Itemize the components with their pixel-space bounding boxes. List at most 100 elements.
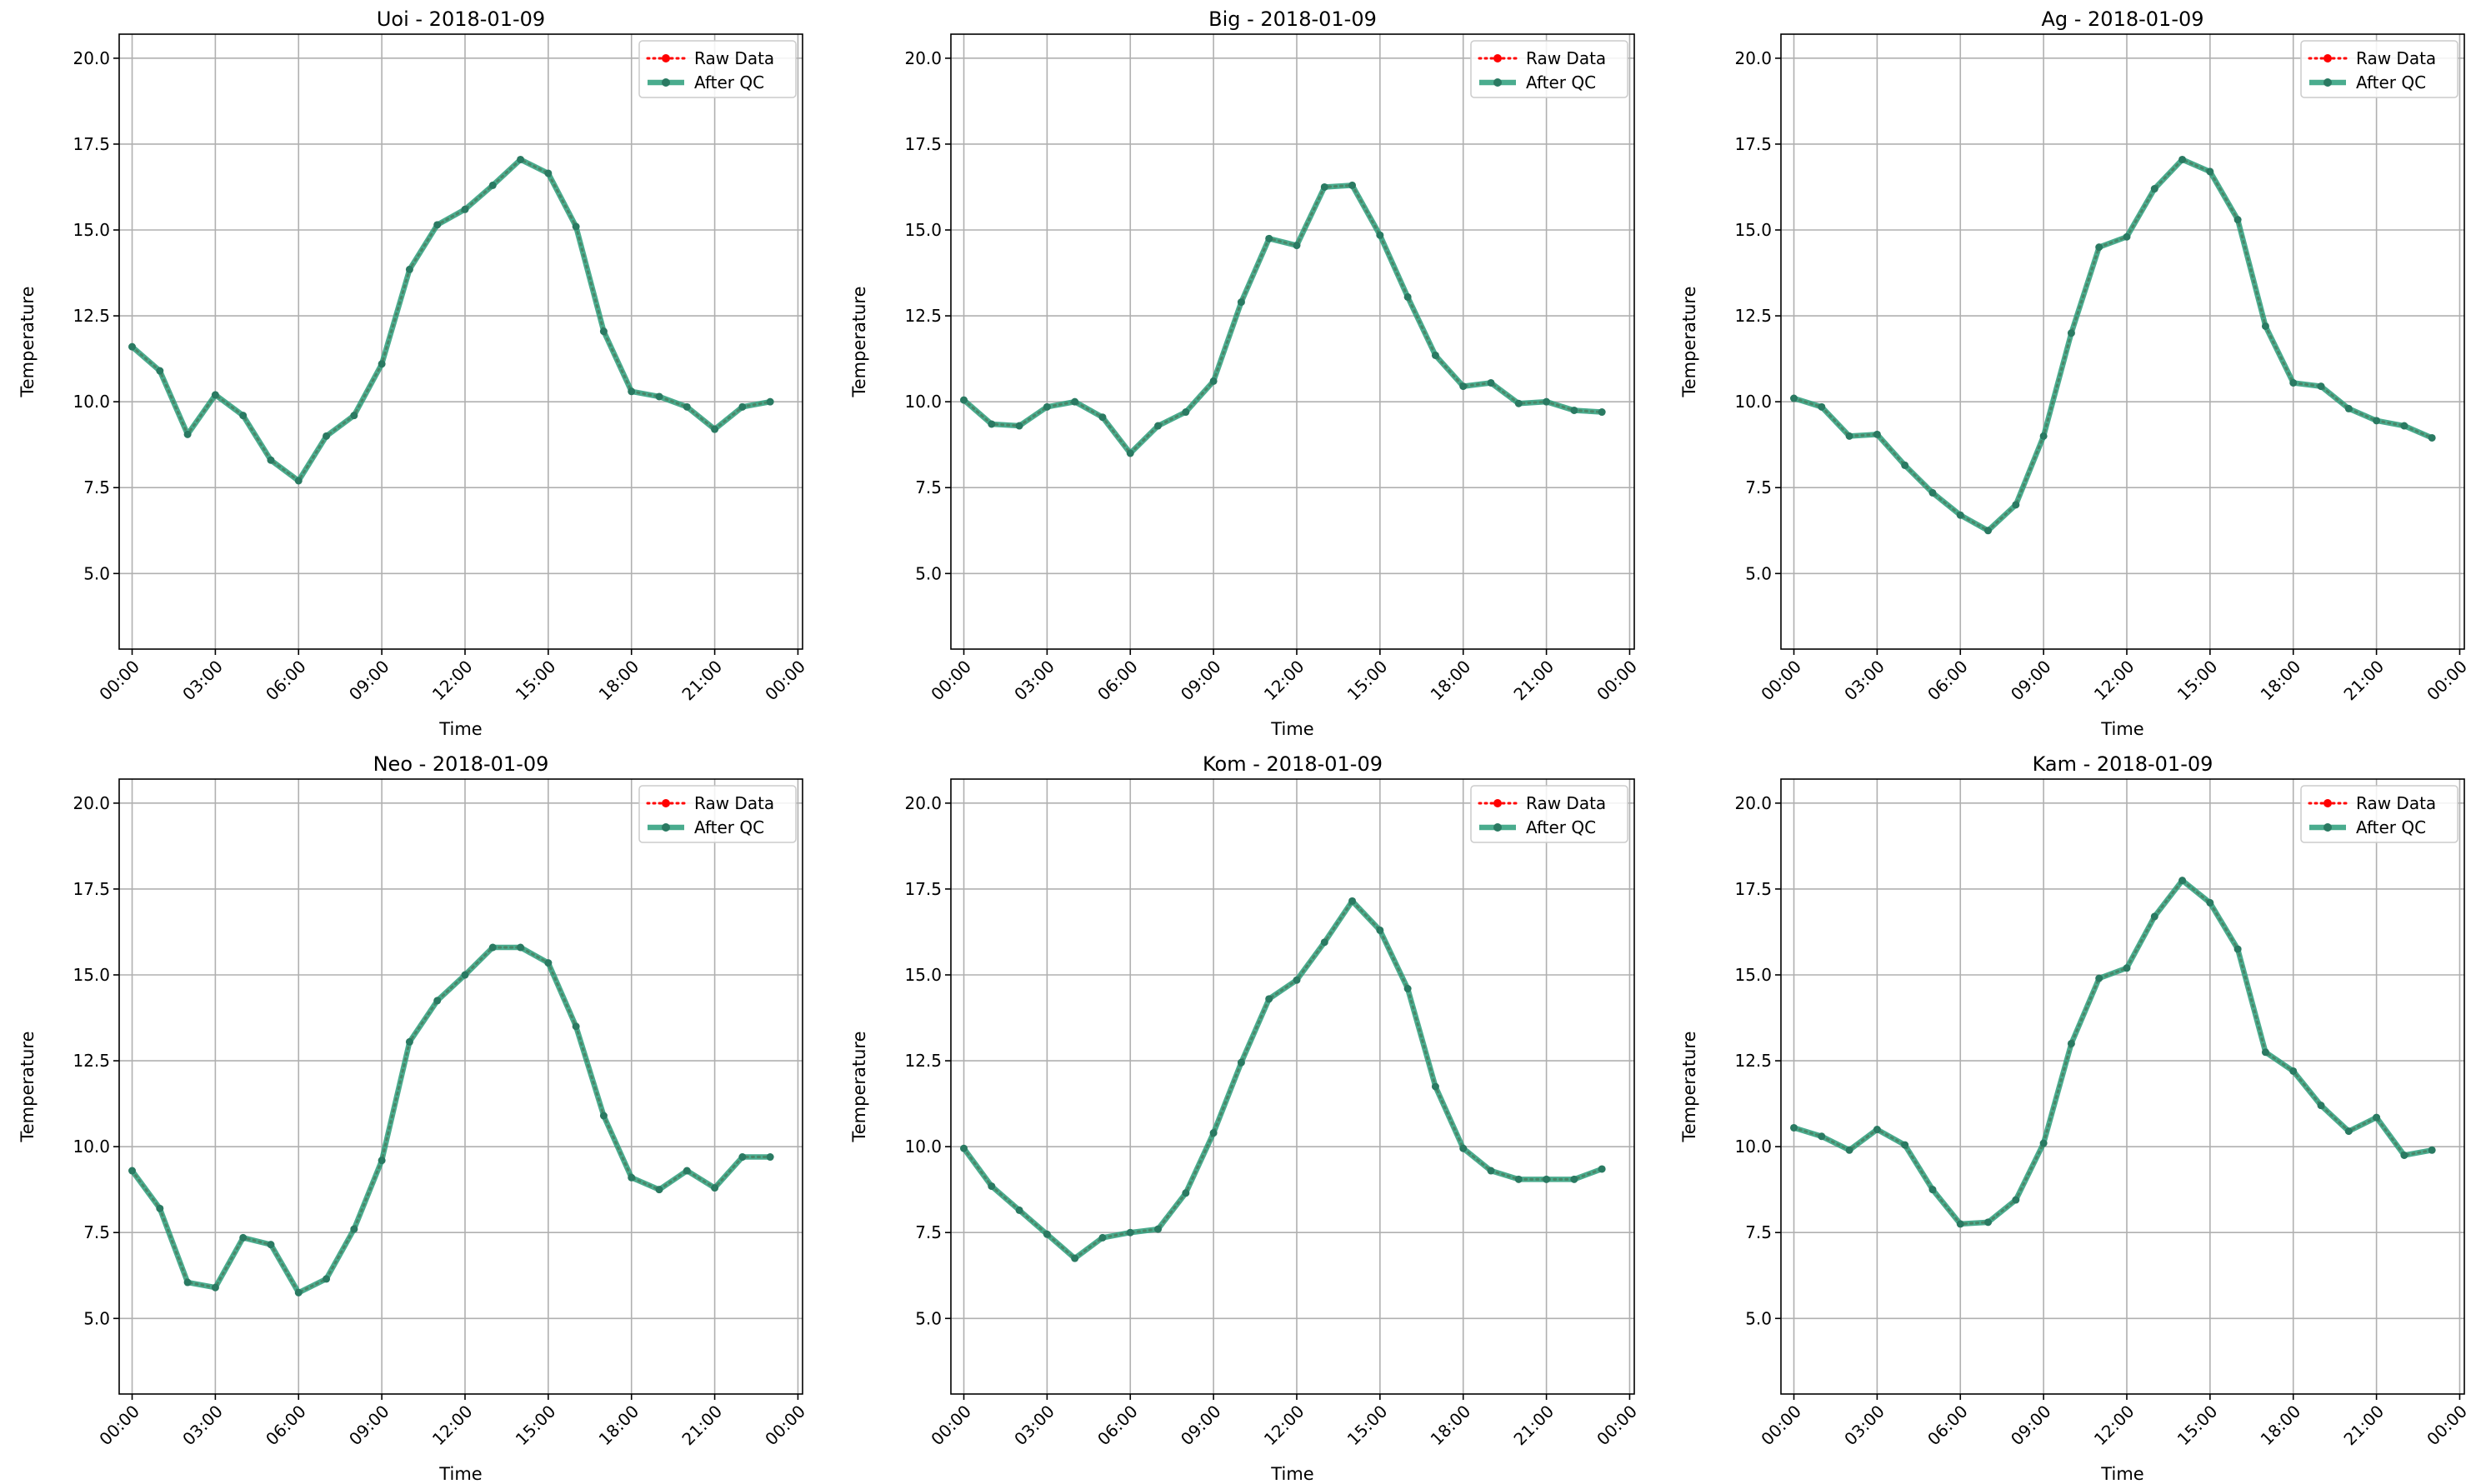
- after-qc-point: [1514, 399, 1523, 407]
- y-tick-label: 5.0: [83, 563, 110, 583]
- x-tick-label: 15:00: [512, 657, 560, 705]
- x-axis-label: Time: [1270, 1464, 1313, 1484]
- after-qc-point: [1209, 377, 1218, 385]
- y-tick-label: 15.0: [73, 220, 110, 240]
- x-tick-label: 18:00: [2257, 1402, 2305, 1450]
- x-tick-label: 00:00: [2423, 657, 2471, 705]
- after-qc-point: [1487, 1167, 1495, 1175]
- y-tick-label: 10.0: [1734, 1137, 1772, 1157]
- chart-title: Neo - 2018-01-09: [373, 752, 549, 776]
- after-qc-point: [988, 420, 996, 428]
- after-qc-point: [2178, 877, 2187, 885]
- x-tick-label: 03:00: [1840, 657, 1888, 705]
- after-qc-point: [1126, 449, 1134, 457]
- after-qc-point: [2095, 974, 2103, 982]
- after-qc-point: [1265, 995, 1273, 1003]
- after-qc-line: [961, 898, 1605, 1262]
- after-qc-point: [599, 1112, 608, 1120]
- after-qc-point: [544, 169, 553, 177]
- after-qc-point: [2067, 329, 2075, 337]
- after-qc-point: [1543, 397, 1551, 406]
- x-tick-label: 03:00: [1010, 657, 1058, 705]
- x-tick-label: 15:00: [1343, 1402, 1392, 1450]
- y-axis-label: Temperature: [1679, 286, 1699, 397]
- x-tick-label: 18:00: [2257, 657, 2305, 705]
- after-qc-point: [433, 997, 442, 1005]
- legend-raw-label: Raw Data: [694, 48, 774, 68]
- after-qc-line: [961, 182, 1605, 457]
- x-tick-label: 03:00: [1010, 1402, 1058, 1450]
- x-tick-label: 00:00: [2423, 1402, 2471, 1450]
- after-qc-point: [2095, 243, 2103, 252]
- after-qc-point: [2428, 1146, 2436, 1154]
- after-qc-point: [1098, 413, 1107, 422]
- y-axis-label: Temperature: [18, 286, 38, 397]
- y-tick-label: 20.0: [904, 48, 942, 68]
- after-qc-point: [1598, 1165, 1606, 1173]
- legend-qc-marker: [2323, 823, 2332, 832]
- after-qc-line: [129, 944, 773, 1296]
- y-tick-label: 10.0: [1734, 392, 1772, 412]
- y-tick-label: 12.5: [1734, 306, 1772, 326]
- y-tick-label: 7.5: [1745, 477, 1772, 497]
- subplot-6: Kam - 2018-01-09 5.0 7.5 10.0 12.5 15.0 17.5 20…: [1679, 752, 2471, 1484]
- y-tick-label: 12.5: [904, 1051, 942, 1071]
- after-qc-point: [2344, 404, 2353, 412]
- legend-raw-label: Raw Data: [694, 793, 774, 813]
- after-qc-point: [2039, 1139, 2048, 1147]
- subplot-4: Neo - 2018-01-09 5.0 7.5 10.0 12.5 15.0 17.5 20…: [18, 752, 809, 1484]
- after-qc-point: [2150, 185, 2158, 193]
- raw-data-line: [963, 899, 1603, 1260]
- after-qc-line: [129, 157, 773, 484]
- after-qc-point: [1431, 351, 1439, 359]
- after-qc-point: [1348, 181, 1357, 189]
- x-tick-label: 15:00: [2173, 657, 2222, 705]
- legend-qc-label: After QC: [2356, 817, 2426, 837]
- after-qc-point: [1182, 408, 1190, 417]
- x-tick-label: 06:00: [1923, 1402, 1972, 1450]
- after-qc-point: [1320, 182, 1328, 191]
- x-tick-label: 06:00: [1923, 657, 1972, 705]
- subplot-3: Ag - 2018-01-09 5.0 7.5 10.0 12.5 15.0 17.5 20.…: [1679, 7, 2471, 739]
- y-tick-label: 15.0: [1734, 965, 1772, 985]
- legend-raw-label: Raw Data: [2356, 48, 2436, 68]
- x-tick-label: 09:00: [2007, 657, 2055, 705]
- x-tick-label: 00:00: [1593, 657, 1641, 705]
- chart-title: Ag - 2018-01-09: [2041, 7, 2203, 31]
- after-qc-point: [2150, 912, 2158, 921]
- after-qc-point: [628, 1173, 636, 1182]
- x-tick-label: 00:00: [761, 1402, 809, 1450]
- chart-title: Kom - 2018-01-09: [1203, 752, 1383, 776]
- after-qc-point: [711, 1184, 719, 1192]
- after-qc-line: [1791, 877, 2435, 1227]
- after-qc-point: [2178, 155, 2187, 163]
- legend: Raw Data After QC: [638, 40, 797, 98]
- after-qc-point: [766, 1153, 774, 1162]
- x-tick-label: 00:00: [95, 657, 143, 705]
- y-tick-label: 17.5: [73, 134, 110, 154]
- after-qc-point: [1237, 1058, 1245, 1067]
- x-tick-label: 06:00: [1093, 1402, 1142, 1450]
- x-tick-label: 21:00: [2339, 657, 2388, 705]
- after-qc-point: [1928, 488, 1937, 497]
- after-qc-point: [1984, 527, 1993, 535]
- y-tick-label: 10.0: [904, 392, 942, 412]
- after-qc-point: [1043, 402, 1051, 411]
- legend-qc-label: After QC: [2356, 72, 2426, 92]
- x-tick-label: 21:00: [678, 657, 726, 705]
- after-qc-point: [1015, 1206, 1023, 1214]
- after-qc-point: [1901, 1141, 1909, 1149]
- after-qc-point: [1818, 1132, 1826, 1141]
- y-axis-label: Temperature: [849, 286, 869, 397]
- legend-qc-label: After QC: [694, 72, 764, 92]
- after-qc-point: [683, 402, 691, 411]
- after-qc-point: [2233, 945, 2242, 953]
- x-tick-label: 12:00: [2090, 657, 2138, 705]
- y-tick-label: 7.5: [83, 477, 110, 497]
- legend-raw-label: Raw Data: [1526, 793, 1606, 813]
- after-qc-point: [1071, 1254, 1079, 1262]
- after-qc-point: [267, 456, 275, 464]
- y-tick-label: 20.0: [73, 48, 110, 68]
- y-tick-label: 7.5: [83, 1222, 110, 1242]
- after-qc-point: [2067, 1039, 2075, 1047]
